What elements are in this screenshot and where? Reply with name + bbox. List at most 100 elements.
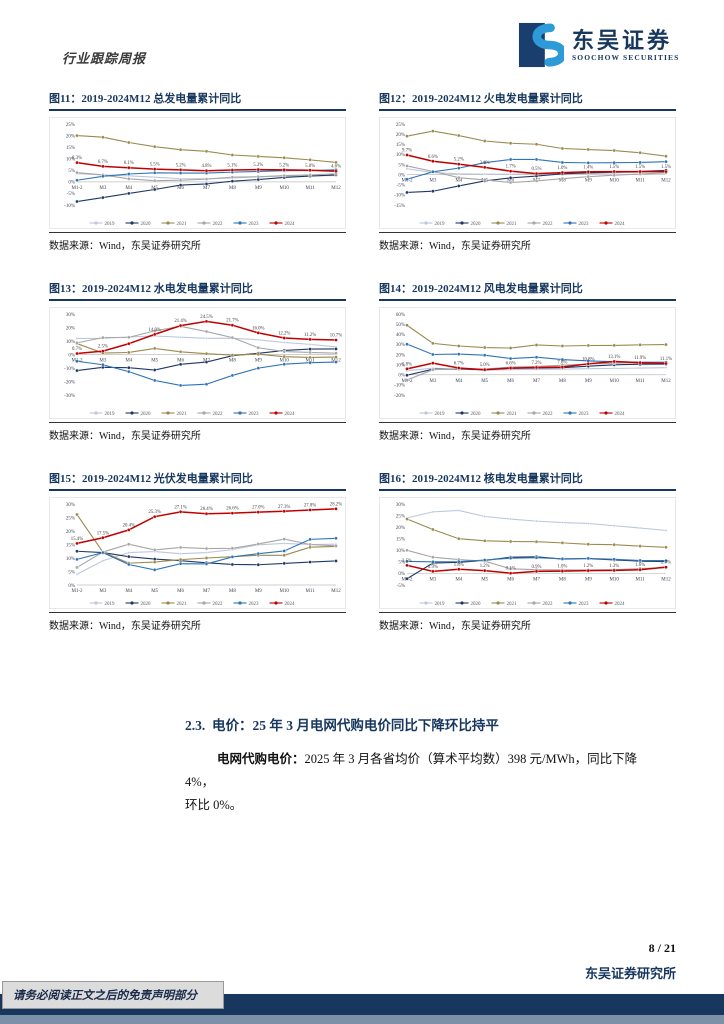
svg-text:1.0%: 1.0% <box>557 565 567 570</box>
data-source: 数据来源：Wind，东吴证券研究所 <box>379 612 676 632</box>
brand-name-cn: 东吴证券 <box>572 27 673 53</box>
svg-text:M5: M5 <box>151 589 158 594</box>
svg-text:-10%: -10% <box>64 367 75 372</box>
svg-text:10%: 10% <box>66 557 75 562</box>
chart-total-generation: 25%20%15%10%5%0%-5%-10%M1-2M3M4M5M6M7M8M… <box>49 117 346 229</box>
svg-text:0%: 0% <box>398 374 405 379</box>
svg-text:27.8%: 27.8% <box>304 503 316 508</box>
svg-text:M10: M10 <box>609 179 619 184</box>
svg-text:2022: 2022 <box>543 222 554 227</box>
svg-text:5.2%: 5.2% <box>176 163 186 168</box>
svg-text:12.2%: 12.2% <box>278 332 290 337</box>
svg-text:2024: 2024 <box>285 602 296 607</box>
svg-text:2019: 2019 <box>435 222 446 227</box>
svg-text:2.5%: 2.5% <box>98 345 108 350</box>
svg-text:10%: 10% <box>396 549 405 554</box>
svg-text:-20%: -20% <box>64 380 75 385</box>
svg-text:10%: 10% <box>396 153 405 158</box>
svg-text:40%: 40% <box>396 333 405 338</box>
svg-text:0.9%: 0.9% <box>428 565 438 570</box>
svg-text:7.2%: 7.2% <box>532 361 542 366</box>
svg-text:M9: M9 <box>585 379 592 384</box>
svg-text:6.7%: 6.7% <box>454 361 464 366</box>
svg-text:6.6%: 6.6% <box>506 362 516 367</box>
svg-text:2022: 2022 <box>543 602 554 607</box>
paragraph-lead: 电网代购电价： <box>217 752 305 766</box>
svg-text:30%: 30% <box>396 343 405 348</box>
svg-text:M12: M12 <box>661 179 671 184</box>
svg-text:5.1%: 5.1% <box>227 164 237 169</box>
svg-text:10.7%: 10.7% <box>330 334 342 339</box>
svg-text:26.4%: 26.4% <box>200 507 212 512</box>
disclaimer-note: 请务必阅读正文之后的免责声明部分 <box>2 981 224 1009</box>
svg-text:20%: 20% <box>66 134 75 139</box>
svg-text:27.3%: 27.3% <box>278 505 290 510</box>
data-source: 数据来源：Wind，东吴证券研究所 <box>49 422 346 442</box>
chart-solar-generation: 30% 25% 20% 15% 10% 5% 0%M1-2 M3 M4 M5 M6 M7 M8 M9 M10… <box>49 497 346 609</box>
brand-text: 东吴证券 SOOCHOW SECURITIES <box>572 27 680 62</box>
svg-text:25%: 25% <box>396 123 405 128</box>
svg-text:2022: 2022 <box>543 412 554 417</box>
svg-text:8.3%: 8.3% <box>72 156 82 161</box>
figure-title: 图16：2019-2024M12 核电发电量累计同比 <box>379 470 676 491</box>
svg-text:5%: 5% <box>68 570 75 575</box>
svg-text:2021: 2021 <box>177 602 188 607</box>
svg-text:2023: 2023 <box>249 412 260 417</box>
brand-name-en: SOOCHOW SECURITIES <box>572 52 680 62</box>
svg-text:1.5%: 1.5% <box>609 165 619 170</box>
svg-text:14.9%: 14.9% <box>149 328 161 333</box>
svg-text:M8: M8 <box>229 186 236 191</box>
svg-text:27.1%: 27.1% <box>174 505 186 510</box>
svg-text:30%: 30% <box>66 503 75 508</box>
paragraph-text: 2025 年 3 月各省均价（算术平均数）398 元/MWh，同比下降 4%， <box>185 752 638 789</box>
svg-text:-10%: -10% <box>64 204 75 209</box>
svg-text:15.4%: 15.4% <box>71 537 83 542</box>
svg-text:13.1%: 13.1% <box>608 355 620 360</box>
svg-text:10%: 10% <box>66 158 75 163</box>
svg-text:15%: 15% <box>66 543 75 548</box>
svg-text:30%: 30% <box>396 503 405 508</box>
svg-text:M7: M7 <box>203 186 210 191</box>
svg-text:M9: M9 <box>255 186 262 191</box>
svg-text:2022: 2022 <box>213 602 224 607</box>
figure-title: 图12：2019-2024M12 火电发电量累计同比 <box>379 90 676 111</box>
svg-text:M6: M6 <box>507 379 514 384</box>
svg-text:2024: 2024 <box>285 412 296 417</box>
svg-text:M3: M3 <box>99 589 106 594</box>
svg-text:11.1%: 11.1% <box>660 357 672 362</box>
svg-text:M6: M6 <box>507 577 514 582</box>
svg-text:5.0%: 5.0% <box>305 164 315 169</box>
figure-wind-generation: 图14：2019-2024M12 风电发电量累计同比 60% 50% 40% 30% 2… <box>379 280 676 442</box>
svg-text:2024: 2024 <box>615 222 626 227</box>
svg-text:M12: M12 <box>661 379 671 384</box>
svg-text:M10: M10 <box>609 379 619 384</box>
svg-text:17.5%: 17.5% <box>97 531 109 536</box>
svg-text:0.9%: 0.9% <box>532 565 542 570</box>
svg-text:1.2%: 1.2% <box>583 564 593 569</box>
svg-text:0%: 0% <box>398 173 405 178</box>
svg-text:25.3%: 25.3% <box>149 510 161 515</box>
svg-text:27.0%: 27.0% <box>252 506 264 511</box>
svg-text:0%: 0% <box>398 572 405 577</box>
svg-text:2023: 2023 <box>579 602 590 607</box>
svg-text:M11: M11 <box>305 589 315 594</box>
svg-text:2023: 2023 <box>579 222 590 227</box>
svg-text:M11: M11 <box>635 577 645 582</box>
svg-text:2020: 2020 <box>471 602 482 607</box>
svg-text:15%: 15% <box>396 538 405 543</box>
svg-text:3.5%: 3.5% <box>402 559 412 564</box>
svg-text:5%: 5% <box>398 561 405 566</box>
svg-text:2019: 2019 <box>435 412 446 417</box>
figure-hydro-generation: 图13：2019-2024M12 水电发电量累计同比 30% 20% 10% 0% -1… <box>49 280 346 442</box>
svg-text:M8: M8 <box>229 589 236 594</box>
figure-title: 图13：2019-2024M12 水电发电量累计同比 <box>49 280 346 301</box>
svg-text:2019: 2019 <box>105 602 116 607</box>
svg-text:2.7%: 2.7% <box>661 561 671 566</box>
svg-text:2019: 2019 <box>435 602 446 607</box>
svg-text:20%: 20% <box>396 353 405 358</box>
svg-text:M9: M9 <box>585 577 592 582</box>
svg-text:50%: 50% <box>396 323 405 328</box>
svg-text:M4: M4 <box>455 179 462 184</box>
svg-text:6.1%: 6.1% <box>124 161 134 166</box>
